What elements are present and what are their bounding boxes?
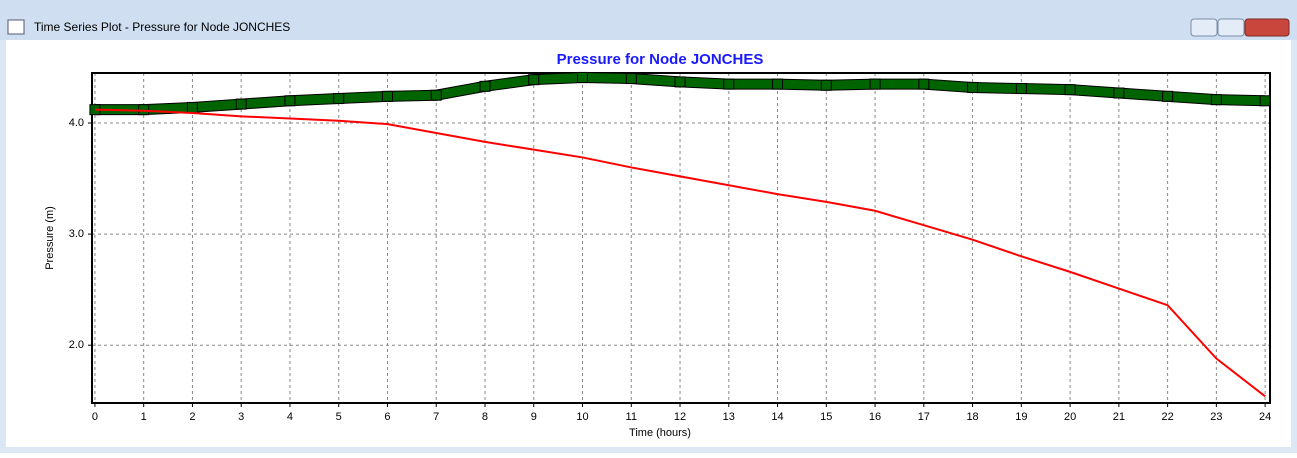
window-title: Time Series Plot - Pressure for Node JON… — [34, 20, 290, 34]
close-button[interactable] — [1244, 18, 1290, 37]
series-marker — [1162, 90, 1174, 102]
x-tick-label: 18 — [966, 411, 978, 423]
y-tick-label: 2.0 — [69, 339, 84, 351]
series-line — [94, 108, 1266, 398]
series-marker — [967, 81, 979, 93]
series-marker — [772, 78, 784, 90]
y-tick-label: 4.0 — [69, 117, 84, 129]
x-tick-label: 11 — [626, 411, 637, 423]
x-tick-label: 24 — [1259, 411, 1271, 423]
series-marker — [674, 76, 686, 88]
app-icon — [7, 19, 25, 35]
x-tick-label: 3 — [238, 411, 244, 423]
series-marker — [235, 98, 247, 110]
series-marker — [869, 78, 881, 90]
series-marker — [430, 89, 442, 101]
x-tick-label: 0 — [92, 411, 98, 423]
x-tick-label: 10 — [576, 411, 588, 423]
x-tick-label: 23 — [1210, 411, 1222, 423]
y-axis-label: Pressure (m) — [44, 206, 56, 270]
x-tick-label: 22 — [1161, 411, 1173, 423]
series-marker — [284, 95, 296, 107]
series-marker — [333, 93, 345, 105]
series-marker — [820, 79, 832, 91]
x-tick-label: 21 — [1113, 411, 1125, 423]
series-marker — [625, 73, 637, 85]
x-tick-label: 17 — [918, 411, 930, 423]
series-marker — [1113, 87, 1125, 99]
x-tick-label: 7 — [433, 411, 439, 423]
x-tick-label: 14 — [771, 411, 783, 423]
series-marker — [918, 78, 930, 90]
series-marker — [1259, 95, 1271, 107]
x-tick-label: 13 — [723, 411, 735, 423]
x-tick-label: 12 — [674, 411, 686, 423]
chart-area — [6, 40, 1291, 447]
title-bar — [0, 0, 1297, 40]
x-tick-label: 1 — [141, 411, 147, 423]
x-axis-label: Time (hours) — [629, 427, 691, 439]
series-marker — [186, 101, 198, 113]
plot-frame — [91, 72, 1271, 404]
series-marker — [1210, 94, 1222, 106]
series-marker — [138, 104, 150, 116]
series-marker — [479, 80, 491, 92]
x-tick-label: 15 — [820, 411, 832, 423]
x-tick-label: 16 — [869, 411, 881, 423]
x-tick-label: 8 — [482, 411, 488, 423]
y-tick-label: 3.0 — [69, 228, 84, 240]
x-tick-label: 5 — [336, 411, 342, 423]
x-tick-label: 6 — [384, 411, 390, 423]
x-tick-label: 19 — [1015, 411, 1027, 423]
minimize-button[interactable] — [1190, 18, 1218, 37]
chart-title: Pressure for Node JONCHES — [557, 51, 764, 68]
maximize-button[interactable] — [1217, 18, 1245, 37]
series-marker — [577, 71, 589, 83]
series-marker — [528, 74, 540, 86]
series-marker — [1015, 83, 1027, 95]
x-tick-label: 2 — [189, 411, 195, 423]
x-tick-label: 9 — [531, 411, 537, 423]
x-tick-label: 20 — [1064, 411, 1076, 423]
series-marker — [723, 78, 735, 90]
series-marker — [1064, 84, 1076, 96]
x-tick-label: 4 — [287, 411, 293, 423]
series-marker — [381, 90, 393, 102]
